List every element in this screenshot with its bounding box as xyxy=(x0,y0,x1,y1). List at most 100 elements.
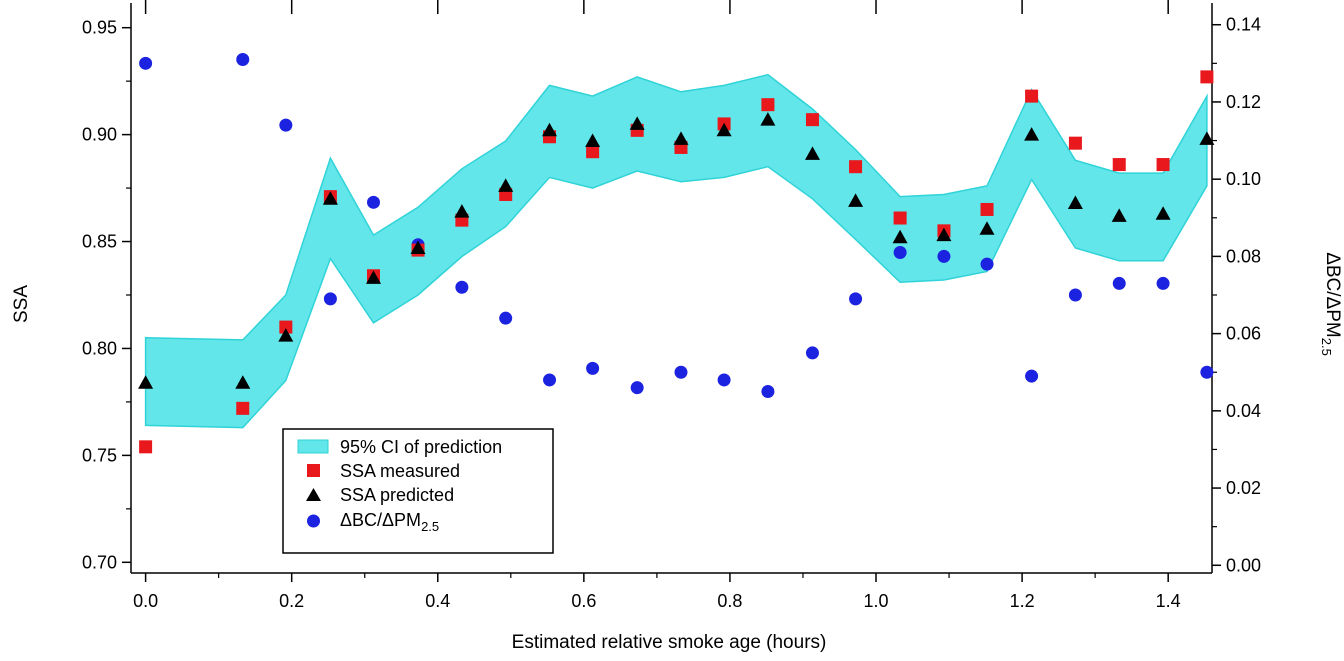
predicted-point xyxy=(716,122,732,137)
predicted-point xyxy=(1199,131,1215,145)
x-tick-label: 1.0 xyxy=(863,591,888,611)
ratio-point xyxy=(630,381,644,395)
y-tick-label-right: 0.00 xyxy=(1226,555,1261,575)
ratio-point xyxy=(1068,288,1082,302)
predicted-point xyxy=(1111,208,1127,222)
ratio-point xyxy=(139,56,153,70)
y-tick-label-right: 0.04 xyxy=(1226,401,1261,421)
predicted-point xyxy=(848,193,864,207)
measured-point xyxy=(1112,158,1126,172)
measured-point xyxy=(279,320,293,334)
measured-point xyxy=(586,145,600,159)
x-tick-label: 1.2 xyxy=(1010,591,1035,611)
y-tick-label-left: 0.85 xyxy=(82,232,117,252)
measured-point xyxy=(1068,136,1082,150)
ratio-point xyxy=(717,373,731,387)
y-axis-title-right: ΔBC/ΔPM2.5 xyxy=(1319,252,1343,356)
predicted-point xyxy=(629,116,645,130)
x-tick-label: 0.8 xyxy=(717,591,742,611)
y-tick-label-right: 0.14 xyxy=(1226,15,1261,35)
predicted-point xyxy=(892,229,908,244)
legend-swatch-predicted xyxy=(306,488,321,501)
y-axis-title-left: SSA xyxy=(11,285,32,323)
ratio-point xyxy=(366,195,380,209)
x-tick-label: 0.2 xyxy=(279,591,304,611)
y-axis-title-right-main: ΔBC/ΔPM xyxy=(1322,252,1343,338)
measured-point xyxy=(980,202,994,216)
ratio-point xyxy=(455,280,469,294)
predicted-point xyxy=(979,221,995,235)
measured-point xyxy=(893,211,907,225)
y-tick-label-right: 0.12 xyxy=(1226,92,1261,112)
ratio-point xyxy=(980,257,994,271)
ratio-point xyxy=(1025,369,1039,383)
ratio-point xyxy=(1200,365,1214,379)
measured-point xyxy=(139,440,153,454)
ratio-point xyxy=(849,292,863,306)
predicted-point xyxy=(235,375,251,389)
x-tick-label: 0.0 xyxy=(133,591,158,611)
measured-point xyxy=(236,401,250,415)
y-axis-title-right-sub: 2.5 xyxy=(1319,338,1334,356)
y-tick-label-right: 0.08 xyxy=(1226,246,1261,266)
legend-label-predicted: SSA predicted xyxy=(340,485,454,505)
predicted-point xyxy=(542,122,557,137)
y-tick-label-right: 0.06 xyxy=(1226,324,1261,344)
y-tick-label-left: 0.95 xyxy=(82,18,117,38)
y-tick-label-left: 0.75 xyxy=(82,445,117,465)
predicted-point xyxy=(138,375,154,389)
predicted-point xyxy=(805,146,820,160)
legend-label-ratio-main: ΔBC/ΔPM xyxy=(340,510,421,530)
ratio-point xyxy=(805,346,819,360)
predicted-point xyxy=(366,270,381,284)
ratio-point xyxy=(323,292,337,306)
predicted-point xyxy=(936,227,952,242)
predicted-point xyxy=(1155,206,1171,220)
ratio-point xyxy=(761,385,775,399)
x-tick-label: 0.4 xyxy=(425,591,450,611)
y-tick-label-left: 0.90 xyxy=(82,125,117,145)
predicted-point xyxy=(410,240,426,254)
measured-point xyxy=(1025,89,1039,103)
y-tick-label-right: 0.10 xyxy=(1226,169,1261,189)
predicted-point xyxy=(278,328,294,342)
marker-layer xyxy=(138,52,1215,454)
x-axis-title: Estimated relative smoke age (hours) xyxy=(512,632,827,653)
predicted-point xyxy=(585,133,601,147)
predicted-point xyxy=(760,112,776,126)
measured-point xyxy=(849,160,863,174)
predicted-point xyxy=(673,131,689,145)
ratio-point xyxy=(586,361,600,375)
ratio-point xyxy=(1112,276,1126,290)
legend-label-ratio-sub: 2.5 xyxy=(421,519,439,534)
axes-layer: 0.0 0.2 0.4 0.6 0.8 1.0 1.2 1.4 0.70 0.75 0.80 0.85… xyxy=(82,0,1261,611)
ratio-point xyxy=(893,246,907,260)
legend-label-measured: SSA measured xyxy=(340,461,460,481)
legend-swatch-measured xyxy=(307,464,320,477)
y-tick-label-right: 0.02 xyxy=(1226,478,1261,498)
x-tick-label: 1.4 xyxy=(1156,591,1181,611)
ratio-point xyxy=(499,311,513,325)
y-tick-label-left: 0.80 xyxy=(82,338,117,358)
legend-swatch-ratio xyxy=(307,514,320,528)
predicted-point xyxy=(322,191,338,205)
ratio-point xyxy=(1156,276,1170,290)
x-tick-label: 0.6 xyxy=(571,591,596,611)
legend-label-ci: 95% CI of prediction xyxy=(340,437,502,457)
measured-point xyxy=(761,98,775,112)
ratio-point xyxy=(236,52,250,66)
ratio-point xyxy=(937,249,951,263)
predicted-point xyxy=(498,178,514,192)
ratio-point xyxy=(674,365,688,379)
measured-point xyxy=(1156,158,1170,172)
predicted-point xyxy=(1024,127,1040,141)
legend-label-ratio: ΔBC/ΔPM2.5 xyxy=(340,510,439,534)
legend-swatch-ci xyxy=(297,439,329,454)
predicted-point xyxy=(1067,195,1083,209)
ratio-point xyxy=(279,118,293,132)
y-tick-label-left: 0.70 xyxy=(82,552,117,572)
legend: 95% CI of prediction SSA measured SSA pr… xyxy=(282,428,554,554)
ratio-point xyxy=(543,373,557,387)
predicted-point xyxy=(454,204,470,218)
